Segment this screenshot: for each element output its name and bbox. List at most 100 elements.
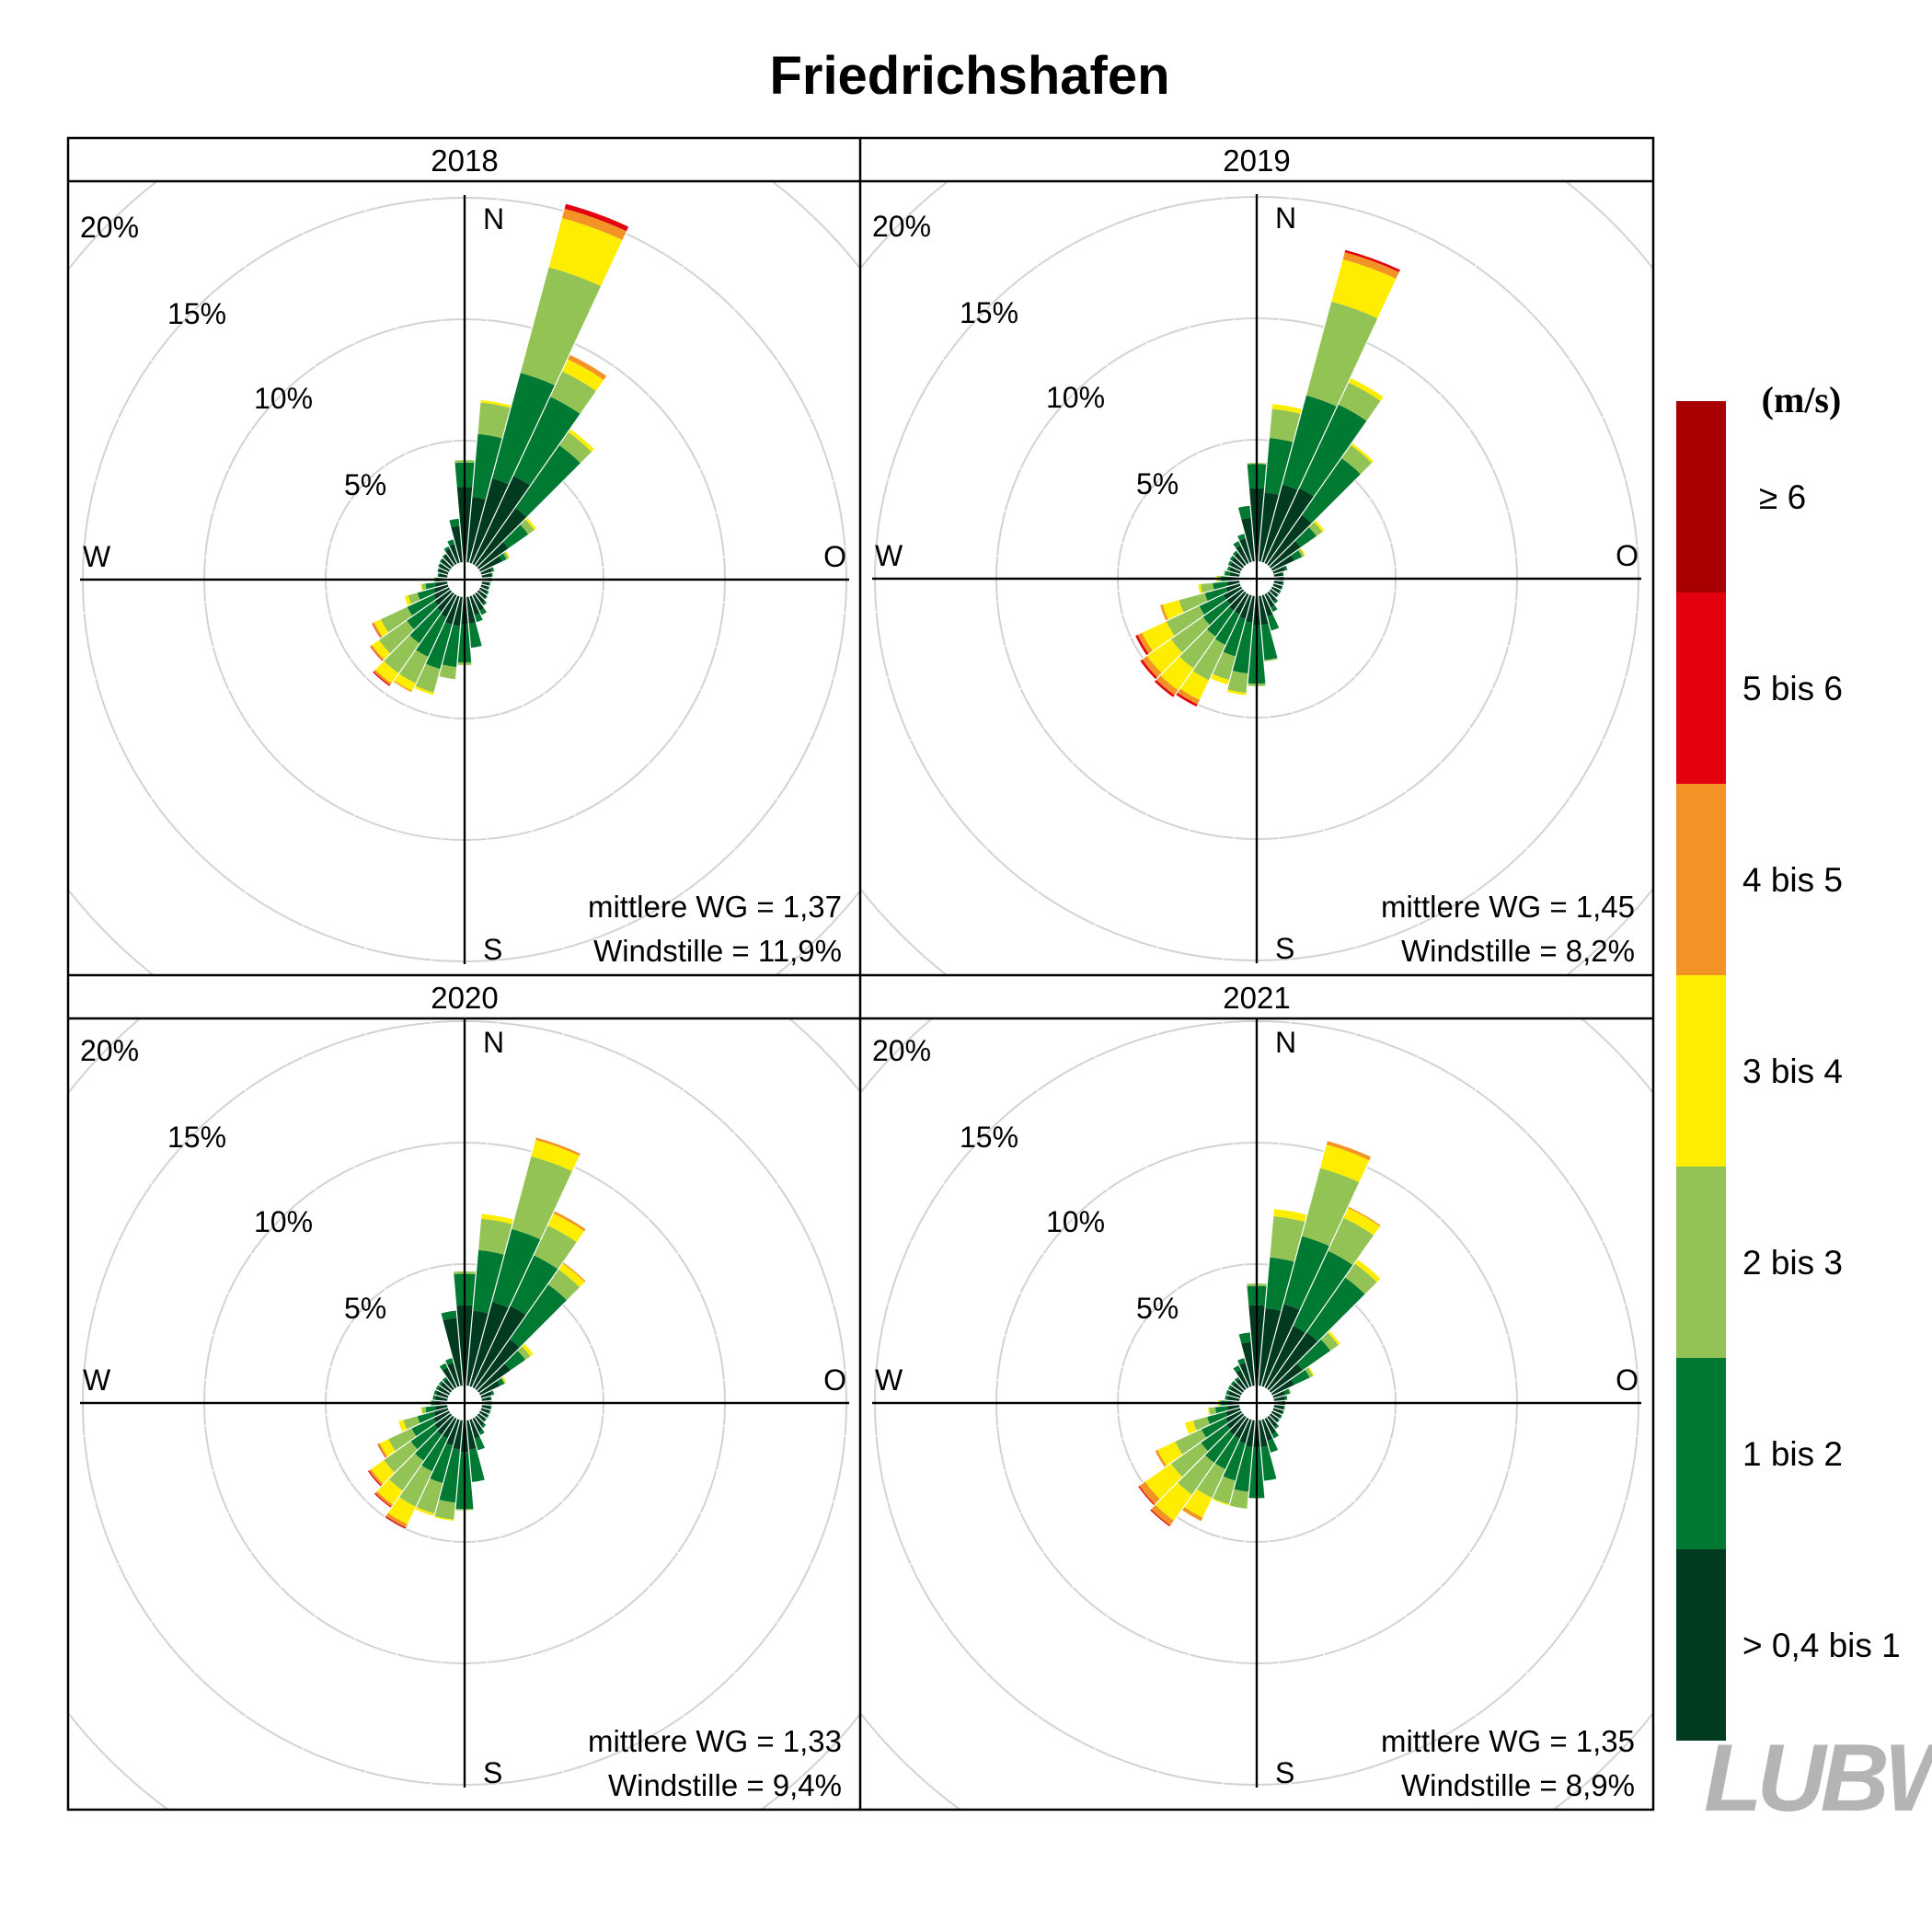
ring-label-10pct: 10%	[254, 382, 313, 415]
legend-swatch	[1676, 1167, 1726, 1358]
sector-segment	[1236, 1378, 1248, 1391]
sector-segment	[1192, 638, 1226, 681]
sector-separator	[932, 351, 1243, 569]
sector-segment	[1204, 1431, 1235, 1464]
sector-segment	[1240, 517, 1256, 562]
sector-segment	[417, 588, 436, 601]
sector-segment	[1206, 606, 1235, 638]
sector-separator	[362, 197, 461, 563]
sector-segment	[439, 558, 444, 563]
legend-swatch	[1676, 1358, 1726, 1549]
sector-separator	[362, 1020, 461, 1386]
sector-segment	[439, 563, 451, 572]
sector-separator	[362, 596, 461, 962]
figure-title: Friedrichshafen	[769, 46, 1169, 106]
sector-separator	[478, 1175, 789, 1394]
legend-swatch	[1676, 975, 1726, 1167]
sector-segment	[372, 671, 391, 687]
sector-segment	[553, 1211, 587, 1232]
sector-segment	[438, 1447, 461, 1503]
sector-segment	[477, 1218, 513, 1255]
sector-separator	[429, 596, 464, 974]
sector-segment	[374, 618, 389, 638]
sector-segment	[466, 497, 487, 563]
mean-wind-speed: mittlere WG = 1,37	[588, 890, 842, 924]
sector-separator	[471, 1044, 633, 1388]
sector-segment	[481, 600, 488, 606]
sector-segment	[1260, 1304, 1301, 1387]
sector-segment	[450, 525, 464, 563]
sector-segment	[521, 1343, 535, 1357]
sector-segment	[435, 1385, 441, 1391]
sector-separator	[932, 1412, 1243, 1631]
direction-label-west: W	[83, 540, 111, 573]
sector-segment	[444, 1358, 454, 1365]
sector-segment	[387, 1497, 417, 1525]
sector-segment	[1232, 1382, 1245, 1394]
sector-segment	[1348, 377, 1385, 402]
sector-separator	[1266, 1078, 1485, 1389]
sector-segment	[533, 1225, 578, 1270]
lubw-logo: LUBW	[1704, 1725, 1932, 1832]
sector-separator	[471, 594, 633, 938]
sector-separator	[1269, 1415, 1537, 1684]
calm-percentage: Windstille = 9,4%	[608, 1768, 842, 1802]
sector-segment	[1225, 569, 1231, 577]
sector-segment	[490, 572, 493, 578]
sector-segment	[1266, 1415, 1278, 1428]
sector-segment	[417, 1411, 436, 1424]
sector-segment	[368, 1468, 384, 1486]
mean-wind-speed: mittlere WG = 1,45	[1381, 890, 1635, 924]
sector-segment	[466, 596, 477, 624]
sector-segment	[1214, 1435, 1240, 1470]
sector-segment	[393, 680, 413, 693]
sector-segment	[1228, 1415, 1248, 1436]
strip-label-2018: 2018	[431, 144, 498, 178]
sector-segment	[1328, 1217, 1374, 1266]
sector-segment	[1267, 1438, 1279, 1454]
sector-separator	[874, 476, 1240, 575]
sector-separator	[1271, 585, 1616, 747]
sector-segment	[1144, 1463, 1183, 1500]
sector-segment	[1238, 1419, 1253, 1443]
sector-segment	[1301, 457, 1362, 523]
sector-separator	[478, 351, 789, 570]
sector-segment	[445, 1419, 461, 1446]
sector-segment	[429, 1443, 454, 1484]
direction-label-north: N	[1275, 1026, 1296, 1059]
sector-segment	[1282, 571, 1284, 577]
sector-separator	[1266, 592, 1485, 903]
sector-separator	[468, 1420, 568, 1786]
sector-segment	[486, 1413, 489, 1419]
sector-segment	[477, 541, 510, 570]
sector-segment	[480, 1422, 487, 1429]
sector-segment	[478, 1380, 500, 1396]
sector-segment	[1175, 1429, 1207, 1455]
sector-separator	[898, 1235, 1242, 1397]
sector-segment	[1271, 554, 1295, 571]
sector-segment	[434, 1404, 448, 1411]
strip-label-2019: 2019	[1223, 144, 1290, 178]
sector-segment	[440, 558, 453, 570]
ring-label-15pct: 15%	[960, 296, 1018, 329]
sector-separator	[478, 589, 789, 808]
sector-segment	[1293, 1250, 1353, 1333]
sector-segment	[443, 554, 455, 568]
sector-segment	[1154, 679, 1176, 698]
sector-segment	[1229, 571, 1240, 578]
sector-separator	[1273, 582, 1639, 682]
sector-segment	[1264, 1325, 1306, 1389]
sector-separator	[1269, 298, 1537, 567]
sector-separator	[468, 197, 568, 563]
sector-segment	[488, 1409, 491, 1415]
ring-label-10pct: 10%	[254, 1205, 313, 1238]
sector-segment	[1227, 1385, 1233, 1391]
sector-segment	[373, 669, 392, 686]
panel-frame	[66, 136, 1655, 1811]
sector-segment	[1266, 591, 1277, 603]
sector-separator	[932, 588, 1243, 807]
legend-unit: (m/s)	[1762, 379, 1842, 420]
sector-segment	[420, 1407, 423, 1415]
sector-separator	[874, 1407, 1240, 1506]
